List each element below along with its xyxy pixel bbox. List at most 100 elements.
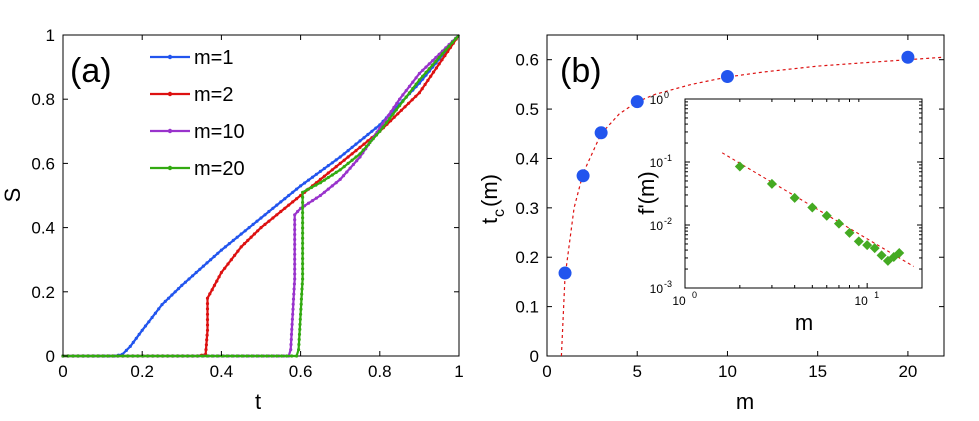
- data-point: [431, 70, 436, 74]
- data-point: [155, 354, 160, 358]
- data-point: [314, 196, 318, 200]
- panel-b-ylabel-suffix: (m): [477, 174, 502, 207]
- x-tick-label: 0.4: [210, 362, 234, 381]
- data-point: [378, 129, 382, 133]
- data-point: [407, 84, 412, 88]
- data-point: [279, 209, 283, 214]
- inset-y-tick-label: 10 -2: [650, 216, 672, 233]
- data-point: [292, 282, 296, 286]
- data-point: [215, 354, 219, 358]
- data-point: [401, 99, 405, 103]
- data-point: [301, 251, 305, 256]
- data-point: [198, 267, 202, 271]
- panel-a-legend: m=1 m=2 m=10 m=20: [150, 47, 245, 180]
- series-line-m=1: [63, 34, 460, 358]
- data-point: [341, 174, 346, 178]
- inset-xlabel: m: [795, 310, 813, 335]
- data-point: [371, 137, 375, 141]
- panel-a-series-group: [61, 34, 460, 358]
- data-point: [204, 343, 208, 347]
- data-point: [301, 262, 305, 266]
- data-point: [298, 322, 302, 326]
- data-point: [434, 55, 438, 60]
- data-point: [326, 171, 330, 175]
- data-point: [423, 82, 427, 87]
- data-point: [201, 264, 205, 268]
- data-point: [318, 177, 322, 181]
- data-point: [346, 149, 350, 153]
- data-point: [76, 354, 80, 358]
- data-point: [124, 348, 128, 352]
- data-point: [322, 166, 326, 171]
- data-point: [594, 126, 608, 140]
- data-point: [334, 158, 338, 162]
- data-point: [226, 262, 230, 266]
- data-point: [383, 118, 388, 122]
- data-point: [362, 142, 366, 146]
- data-point: [346, 161, 350, 165]
- data-point: [301, 216, 305, 220]
- inset-y-tick-label: 10 -3: [650, 279, 672, 296]
- data-point: [165, 354, 169, 358]
- data-point: [204, 348, 208, 352]
- data-point: [205, 338, 209, 342]
- data-point: [143, 324, 148, 328]
- data-point: [229, 258, 233, 262]
- data-point: [301, 231, 305, 235]
- data-point: [140, 328, 144, 332]
- data-point: [381, 125, 385, 129]
- data-point: [293, 272, 297, 276]
- data-point: [293, 267, 297, 271]
- data-point: [365, 144, 369, 148]
- data-point: [354, 142, 358, 146]
- data-point: [734, 161, 745, 172]
- data-point: [429, 74, 433, 78]
- y-tick-label: 0.1: [515, 298, 539, 317]
- data-point: [287, 203, 291, 207]
- data-point: [300, 287, 304, 291]
- data-point: [437, 62, 441, 66]
- data-point: [301, 277, 305, 281]
- legend-marker: [167, 165, 173, 171]
- data-point: [330, 161, 334, 165]
- data-point: [426, 78, 430, 82]
- data-point: [384, 121, 388, 125]
- tick-exponent: 0: [664, 90, 669, 100]
- data-point: [295, 197, 299, 201]
- series-line-m=20: [63, 34, 460, 358]
- data-point: [417, 71, 421, 76]
- data-point: [236, 249, 240, 253]
- data-point: [301, 206, 305, 210]
- data-point: [290, 322, 294, 326]
- data-point: [205, 261, 209, 265]
- data-point: [209, 258, 213, 262]
- data-point: [293, 262, 297, 266]
- inset-points: [734, 161, 905, 266]
- data-point: [153, 311, 157, 315]
- data-point: [81, 354, 85, 358]
- tick-exponent: 0: [692, 290, 697, 300]
- data-point: [291, 312, 295, 316]
- data-point: [407, 91, 412, 95]
- data-point: [437, 55, 441, 60]
- data-point: [260, 354, 264, 358]
- data-point: [291, 190, 295, 194]
- data-point: [208, 292, 212, 296]
- data-point: [293, 218, 297, 222]
- data-point: [111, 354, 115, 358]
- panel-a-label: (a): [70, 52, 112, 90]
- panel-a-ylabel: S: [0, 188, 25, 203]
- data-point: [235, 354, 239, 358]
- data-point: [354, 149, 358, 153]
- series-markers-m=1: [61, 37, 458, 358]
- data-point: [247, 226, 251, 230]
- panel-b-ylabel-main: t: [477, 218, 502, 224]
- data-point: [256, 229, 260, 233]
- data-point: [194, 270, 198, 275]
- panel-a-ticks: 0 0.2 0.4 0.6 0.8 1 0 0.2 0.4 0.6 0.8 1: [31, 26, 463, 381]
- data-point: [427, 62, 431, 66]
- data-point: [421, 68, 425, 72]
- data-point: [398, 97, 402, 101]
- data-point: [338, 155, 342, 159]
- panel-b-ylabel-sub: c: [491, 209, 508, 217]
